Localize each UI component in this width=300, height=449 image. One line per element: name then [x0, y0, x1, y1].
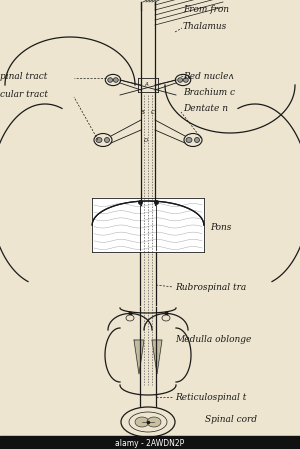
- Text: B: B: [141, 110, 145, 114]
- Ellipse shape: [186, 137, 192, 142]
- Polygon shape: [144, 313, 188, 330]
- Ellipse shape: [184, 133, 202, 146]
- Text: pinal tract: pinal tract: [0, 72, 47, 81]
- Polygon shape: [105, 328, 120, 382]
- Text: Medulla oblonge: Medulla oblonge: [175, 335, 251, 344]
- Text: A: A: [144, 83, 148, 88]
- Text: Dentate n: Dentate n: [183, 104, 228, 113]
- Ellipse shape: [96, 137, 102, 142]
- Polygon shape: [92, 201, 204, 225]
- Polygon shape: [176, 328, 191, 382]
- Text: Pons: Pons: [210, 224, 231, 233]
- Ellipse shape: [104, 137, 110, 142]
- Ellipse shape: [147, 417, 161, 427]
- Text: cular tract: cular tract: [0, 90, 48, 99]
- Text: Brachium c: Brachium c: [183, 88, 235, 97]
- Ellipse shape: [135, 417, 149, 427]
- Text: Rubrospinal tra: Rubrospinal tra: [175, 282, 246, 291]
- Ellipse shape: [183, 78, 188, 82]
- Ellipse shape: [175, 75, 191, 86]
- Ellipse shape: [113, 78, 118, 82]
- Text: From fron: From fron: [183, 5, 229, 14]
- Text: alamy - 2AWDN2P: alamy - 2AWDN2P: [116, 439, 184, 448]
- Ellipse shape: [126, 315, 134, 321]
- Text: Thalamus: Thalamus: [183, 22, 227, 31]
- Text: Red nucleʌ: Red nucleʌ: [183, 72, 234, 81]
- Polygon shape: [152, 340, 162, 374]
- Text: D: D: [144, 137, 148, 142]
- Polygon shape: [134, 340, 144, 374]
- Text: Spinal cord: Spinal cord: [205, 415, 257, 424]
- Ellipse shape: [108, 78, 113, 82]
- Text: Reticulospinal t: Reticulospinal t: [175, 392, 246, 401]
- Text: C: C: [151, 110, 155, 114]
- Polygon shape: [92, 201, 204, 225]
- Ellipse shape: [94, 133, 112, 146]
- Polygon shape: [108, 313, 152, 330]
- Ellipse shape: [178, 78, 183, 82]
- Ellipse shape: [194, 137, 200, 142]
- Ellipse shape: [121, 407, 175, 437]
- Ellipse shape: [129, 412, 167, 432]
- Ellipse shape: [162, 315, 170, 321]
- Ellipse shape: [105, 75, 121, 86]
